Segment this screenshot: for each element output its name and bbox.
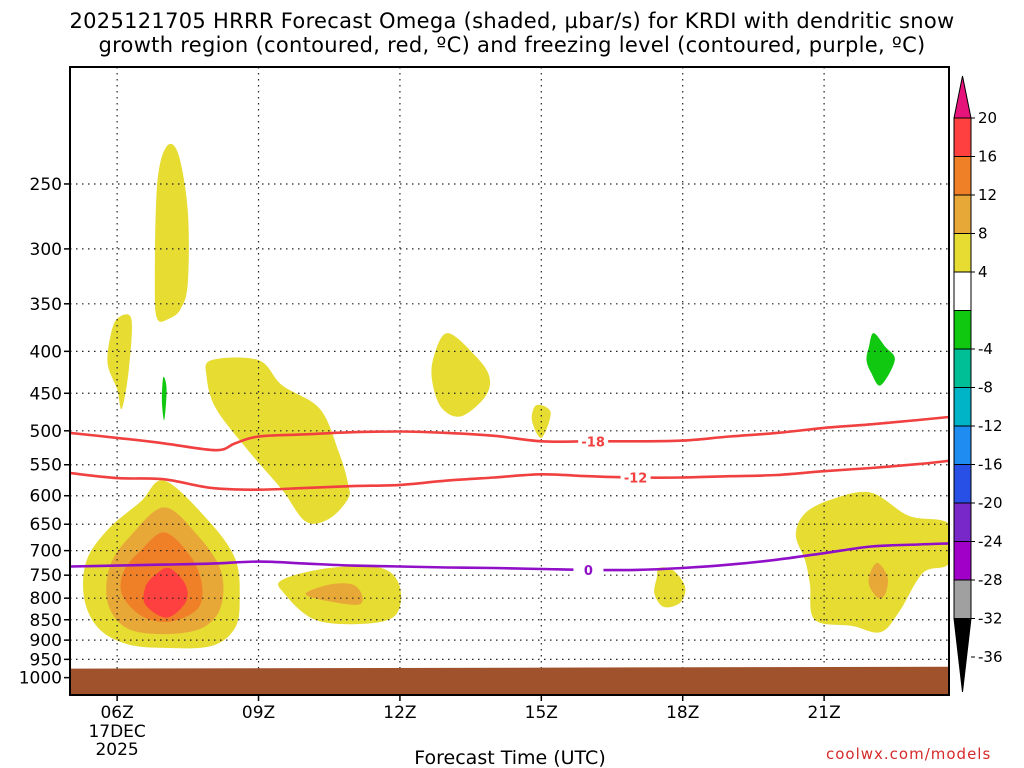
colorbar-label-7: -12 [978, 417, 1003, 435]
x-tick-label-18Z: 18Z [666, 703, 699, 723]
colorbar-label-8: -16 [978, 456, 1003, 474]
colorbar-label-12: -32 [978, 610, 1003, 628]
y-tick-label-800: 800 [30, 589, 62, 609]
colorbar-segment-5 [953, 310, 972, 350]
freezing-level-label: 0 [584, 564, 593, 579]
freezing-level-label-bg [573, 561, 604, 578]
y-tick-label-900: 900 [30, 631, 62, 651]
chart-title-line-2: growth region (contoured, red, ºC) and f… [98, 33, 926, 57]
colorbar-label-0: 20 [978, 109, 997, 127]
y-tick-label-700: 700 [30, 542, 62, 562]
x-tick-label-15Z: 15Z [525, 703, 558, 723]
y-tick-label-350: 350 [30, 295, 62, 315]
x-tick-sublabel-0: 17DEC [88, 722, 145, 742]
colorbar-label-1: 16 [978, 148, 997, 166]
y-tick-label-400: 400 [30, 342, 62, 362]
colorbar-segment-11 [953, 541, 972, 581]
freezing-level-line [70, 542, 949, 572]
x-axis-label: Forecast Time (UTC) [414, 747, 605, 768]
y-tick-label-750: 750 [30, 566, 62, 586]
x-tick-label-06Z: 06Z [100, 703, 133, 723]
chart-title-line-1: 2025121705 HRRR Forecast Omega (shaded, … [69, 9, 955, 33]
x-tick-sublabel-1: 2025 [95, 740, 138, 760]
y-tick-label-550: 550 [30, 456, 62, 476]
contour-minus-18-line [70, 415, 949, 452]
omega-region-3 [431, 333, 491, 417]
colorbar-label-11: -28 [978, 571, 1003, 589]
omega-region-6 [654, 567, 686, 608]
omega-region-0 [154, 143, 189, 322]
contour-minus-12-label-bg [620, 469, 651, 486]
colorbar-segment-6 [953, 348, 972, 388]
credit-link[interactable]: coolwx.com/models [826, 745, 992, 763]
contour-lines: -18 -12 0 [70, 415, 949, 579]
omega-region-13 [143, 567, 188, 618]
y-tick-label-300: 300 [30, 240, 62, 260]
y-tick-label-1000: 1000 [19, 669, 62, 689]
colorbar-under-triangle [953, 618, 972, 693]
colorbar-label-10: -24 [978, 533, 1003, 551]
colorbar-segment-1 [953, 156, 972, 196]
colorbar-segment-0 [953, 117, 972, 157]
omega-region-10 [868, 562, 889, 599]
colorbar-segment-7 [953, 387, 972, 427]
ground-fill [70, 666, 949, 695]
x-tick-label-12Z: 12Z [383, 703, 416, 723]
y-tick-label-450: 450 [30, 384, 62, 404]
colorbar-segment-4 [953, 271, 972, 311]
y-tick-label-650: 650 [30, 515, 62, 535]
colorbar-label-2: 12 [978, 186, 997, 204]
ground-layer [70, 666, 949, 695]
x-tick-label-09Z: 09Z [242, 703, 275, 723]
colorbar: 20 16 12 8 4 -4 -8 -12 -16 -20 -24 -28 -32 -36 [953, 75, 1003, 693]
y-tick-label-250: 250 [30, 175, 62, 195]
colorbar-label-5: -4 [978, 340, 993, 358]
plot-frame [69, 66, 950, 696]
plot-area: -18 -12 0 [70, 67, 949, 695]
omega-region-11 [305, 583, 363, 605]
x-tick-label-21Z: 21Z [807, 703, 840, 723]
omega-region-14 [866, 333, 895, 386]
y-tick-label-500: 500 [30, 422, 62, 442]
y-tick-label-950: 950 [30, 650, 62, 670]
colorbar-label-6: -8 [978, 379, 993, 397]
contour-minus-18-label-bg [578, 433, 609, 450]
grid-lines [70, 67, 949, 695]
omega-region-15 [161, 376, 167, 421]
y-tick-label-850: 850 [30, 611, 62, 631]
colorbar-label-9: -20 [978, 494, 1003, 512]
omega-region-5 [795, 491, 949, 633]
colorbar-segment-9 [953, 464, 972, 504]
colorbar-label-3: 8 [978, 225, 988, 243]
y-axis-ticks: 2503003504004505005506006507007508008509… [19, 175, 70, 689]
contour-minus-12-label: -12 [624, 471, 648, 486]
colorbar-segment-12 [953, 579, 972, 619]
colorbar-segment-8 [953, 425, 972, 465]
omega-shading [82, 143, 949, 649]
colorbar-label-4: 4 [978, 263, 988, 281]
omega-region-2 [205, 357, 350, 524]
colorbar-segment-10 [953, 502, 972, 542]
contour-minus-12-line [70, 459, 949, 492]
colorbar-over-triangle [953, 75, 972, 119]
contour-minus-18-label: -18 [581, 435, 605, 450]
colorbar-segment-3 [953, 233, 972, 273]
omega-region-1 [107, 314, 132, 410]
colorbar-segment-2 [953, 194, 972, 234]
colorbar-label-13: -36 [978, 648, 1003, 666]
y-tick-label-600: 600 [30, 487, 62, 507]
